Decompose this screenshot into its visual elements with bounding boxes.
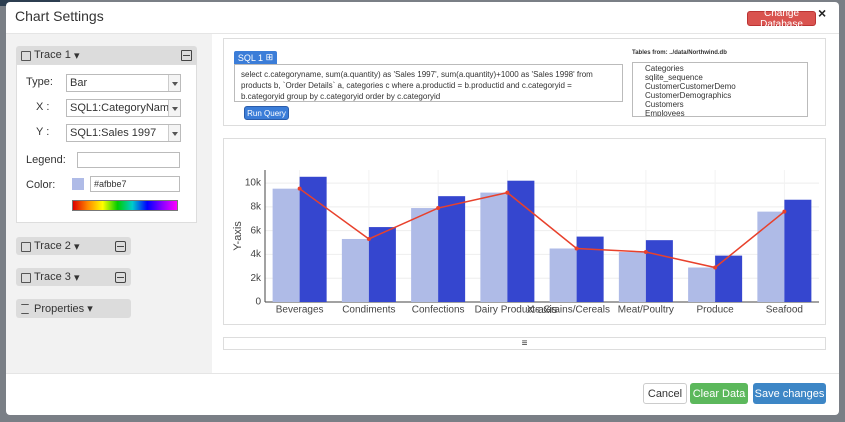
save-button[interactable]: Save changes bbox=[753, 383, 826, 404]
type-label: Type: bbox=[26, 76, 53, 88]
bar bbox=[645, 240, 673, 302]
change-database-button[interactable]: Change Database bbox=[747, 8, 816, 30]
x-value: SQL1:CategoryName bbox=[70, 102, 176, 114]
legend-input[interactable] bbox=[77, 152, 180, 168]
resize-handle[interactable]: ≡ bbox=[223, 337, 826, 350]
line-point bbox=[782, 209, 787, 214]
y-label: Y : bbox=[36, 126, 50, 138]
bar bbox=[549, 248, 577, 302]
icon bbox=[21, 273, 31, 283]
line bbox=[299, 188, 785, 269]
trace3-title: Trace 3 bbox=[34, 271, 71, 283]
bar bbox=[368, 227, 396, 302]
bar bbox=[784, 199, 812, 302]
sql-textarea[interactable]: select c.categoryname, sum(a.quantity) a… bbox=[234, 64, 623, 102]
y-value: SQL1:Sales 1997 bbox=[70, 127, 157, 139]
properties-header[interactable]: Properties ▾ bbox=[16, 299, 131, 318]
collapse-icon bbox=[115, 272, 126, 283]
trace1-body: Type: Bar X : SQL1:CategoryName Y : SQL1… bbox=[16, 64, 197, 223]
icon bbox=[21, 51, 31, 61]
bar bbox=[480, 192, 508, 302]
y-tick-label: 4k bbox=[250, 249, 262, 260]
line-point bbox=[366, 236, 371, 241]
divider bbox=[6, 33, 839, 34]
sql-tab[interactable]: SQL 1 ⊞ bbox=[234, 51, 277, 64]
clear-data-button[interactable]: Clear Data bbox=[690, 383, 748, 404]
line-point bbox=[297, 186, 302, 191]
trace1-header[interactable]: Trace 1 ▾ bbox=[16, 46, 197, 64]
y-select[interactable]: SQL1:Sales 1997 bbox=[66, 124, 181, 142]
x-tick-label: Seafood bbox=[766, 305, 803, 316]
sql-tab-label: SQL 1 bbox=[237, 52, 264, 63]
modal-title: Chart Settings bbox=[15, 8, 104, 24]
table-item[interactable]: Employees bbox=[645, 109, 685, 117]
line-point bbox=[713, 265, 718, 270]
properties-title: Properties bbox=[34, 302, 85, 315]
bar bbox=[715, 255, 743, 302]
y-axis-title: Y-axis bbox=[232, 221, 244, 251]
divider bbox=[6, 373, 839, 374]
table-item[interactable]: CustomerDemographics bbox=[645, 91, 732, 100]
legend-label: Legend: bbox=[26, 154, 66, 166]
trace2-title: Trace 2 bbox=[34, 240, 71, 252]
color-scale[interactable] bbox=[72, 200, 178, 211]
bar bbox=[507, 180, 535, 302]
table-item[interactable]: CustomerCustomerDemo bbox=[645, 82, 736, 91]
color-swatch[interactable] bbox=[72, 178, 84, 190]
tables-list[interactable]: Categories sqlite_sequence CustomerCustome… bbox=[632, 62, 808, 117]
bar bbox=[576, 236, 604, 302]
sql-panel: SQL 1 ⊞ select c.categoryname, sum(a.qua… bbox=[223, 38, 826, 126]
color-label: Color: bbox=[26, 179, 56, 191]
x-tick-label: Condiments bbox=[342, 305, 395, 316]
y-tick-label: 2k bbox=[250, 273, 262, 284]
y-tick-label: 6k bbox=[250, 225, 262, 236]
x-tick-label: Confections bbox=[412, 305, 465, 316]
bar bbox=[757, 211, 785, 302]
bar bbox=[272, 188, 300, 302]
tables-title: Tables from: ../data/Northwind.db bbox=[632, 50, 727, 56]
y-tick-label: 10k bbox=[245, 178, 262, 189]
bar bbox=[341, 238, 369, 302]
x-tick-label: Meat/Poultry bbox=[618, 305, 674, 316]
icon bbox=[21, 304, 29, 314]
left-panel: Trace 1 ▾ Type: Bar X : SQL1:CategoryNam… bbox=[6, 34, 212, 373]
line-point bbox=[643, 250, 648, 255]
trace1-title: Trace 1 bbox=[34, 49, 71, 61]
y-tick-label: 0 bbox=[255, 297, 261, 308]
x-select[interactable]: SQL1:CategoryName bbox=[66, 99, 181, 117]
close-button[interactable]: × bbox=[818, 5, 827, 21]
expand-icon bbox=[181, 50, 192, 61]
table-item[interactable]: Categories bbox=[645, 64, 684, 73]
trace2-header[interactable]: Trace 2 ▾ bbox=[16, 237, 131, 255]
line-point bbox=[574, 246, 579, 251]
bar bbox=[438, 196, 466, 302]
x-tick-label: Grains/Cereals bbox=[543, 305, 610, 316]
icon bbox=[21, 242, 31, 252]
chart-panel: 0 2k 4k 6k 8k 10k Beverages Condiments Confectio… bbox=[223, 138, 826, 325]
bar bbox=[299, 176, 327, 302]
run-query-button[interactable]: Run Query bbox=[244, 106, 289, 120]
table-item[interactable]: sqlite_sequence bbox=[645, 73, 703, 82]
color-input[interactable]: #afbbe7 bbox=[90, 176, 180, 192]
type-select[interactable]: Bar bbox=[66, 74, 181, 92]
line-point bbox=[505, 190, 510, 195]
bar bbox=[618, 252, 646, 302]
table-item[interactable]: Customers bbox=[645, 100, 684, 109]
x-tick-label: Dairy Products bbox=[475, 305, 541, 316]
cancel-button[interactable]: Cancel bbox=[643, 383, 687, 404]
bar bbox=[411, 208, 439, 302]
collapse-icon bbox=[115, 241, 126, 252]
x-tick-label: Produce bbox=[697, 305, 735, 316]
modal: Chart Settings Change Database × Trace 1… bbox=[6, 2, 839, 415]
bar bbox=[688, 267, 716, 302]
x-axis-title: X-axis bbox=[527, 304, 558, 316]
trace3-header[interactable]: Trace 3 ▾ bbox=[16, 268, 131, 286]
chart: 0 2k 4k 6k 8k 10k Beverages Condiments Confectio… bbox=[232, 170, 819, 316]
x-tick-label: Beverages bbox=[276, 305, 324, 316]
type-value: Bar bbox=[70, 77, 88, 89]
y-tick-label: 8k bbox=[250, 202, 262, 213]
line-point bbox=[436, 206, 441, 211]
x-label: X : bbox=[36, 101, 50, 113]
